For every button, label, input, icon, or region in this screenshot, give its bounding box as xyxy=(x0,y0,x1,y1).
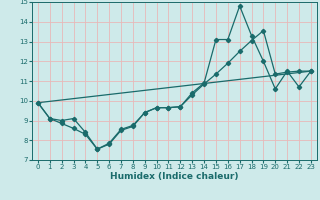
X-axis label: Humidex (Indice chaleur): Humidex (Indice chaleur) xyxy=(110,172,239,181)
